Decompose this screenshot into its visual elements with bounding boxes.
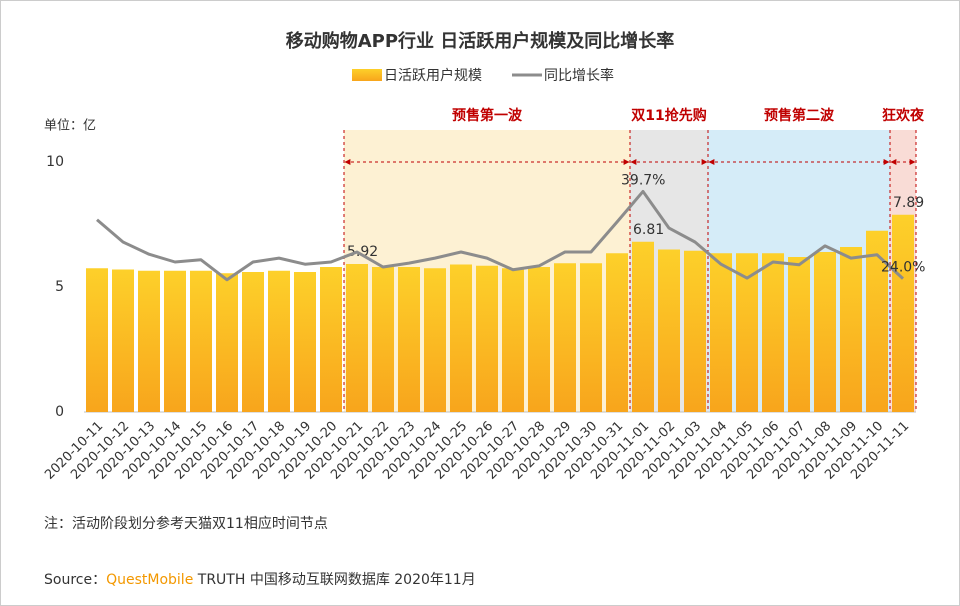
- bar: [554, 263, 576, 412]
- y-tick-label: 10: [46, 154, 64, 170]
- bar: [398, 267, 420, 412]
- line: [96, 189, 905, 282]
- bar: [476, 265, 498, 412]
- bar: [294, 272, 316, 412]
- bar: [528, 267, 550, 412]
- phase-label: 预售第二波: [764, 107, 835, 124]
- bar: [788, 257, 810, 412]
- source-brand: QuestMobile: [106, 572, 193, 588]
- legend-swatch: [352, 69, 382, 81]
- bar: [346, 264, 368, 412]
- data-label: 39.7%: [621, 172, 665, 188]
- bar: [606, 253, 628, 412]
- phase-label: 预售第一波: [452, 107, 523, 124]
- bar: [840, 247, 862, 412]
- bar: [242, 272, 264, 412]
- bar: [268, 270, 290, 412]
- note: 注：活动阶段划分参考天猫双11相应时间节点: [44, 515, 328, 532]
- data-label: 5.92: [347, 244, 378, 260]
- bar: [710, 253, 732, 412]
- y-tick-label: 5: [55, 279, 64, 295]
- bar: [164, 270, 186, 412]
- bar: [866, 230, 888, 412]
- bar: [450, 264, 472, 412]
- phase-label: 双11抢先购: [631, 107, 706, 124]
- bar: [762, 253, 784, 412]
- data-label: 7.89: [893, 195, 924, 211]
- bar: [112, 269, 134, 412]
- bar: [632, 241, 654, 412]
- bar: [190, 270, 212, 412]
- bar: [86, 268, 108, 412]
- bar: [658, 249, 680, 412]
- bar: [320, 267, 342, 412]
- legend-label: 同比增长率: [544, 67, 614, 84]
- bar: [580, 263, 602, 412]
- source-prefix: Source：: [44, 572, 106, 588]
- bar: [138, 270, 160, 412]
- legend-label: 日活跃用户规模: [384, 67, 482, 84]
- data-label: 6.81: [633, 222, 664, 238]
- bar: [502, 268, 524, 412]
- bar: [372, 267, 394, 412]
- bar: [892, 214, 914, 412]
- y-tick-label: 0: [55, 404, 64, 420]
- bar: [424, 268, 446, 412]
- chart-title: 移动购物APP行业 日活跃用户规模及同比增长率: [286, 30, 675, 52]
- source-rest: TRUTH 中国移动互联网数据库 2020年11月: [193, 572, 475, 588]
- unit-label: 单位：亿: [44, 119, 96, 134]
- phase-label: 狂欢夜: [882, 107, 925, 124]
- bar: [684, 250, 706, 412]
- bar: [736, 253, 758, 412]
- bar: [814, 252, 836, 412]
- bar: [216, 273, 238, 412]
- source: Source：QuestMobile TRUTH 中国移动互联网数据库 2020…: [44, 572, 476, 588]
- data-label: 24.0%: [881, 260, 925, 276]
